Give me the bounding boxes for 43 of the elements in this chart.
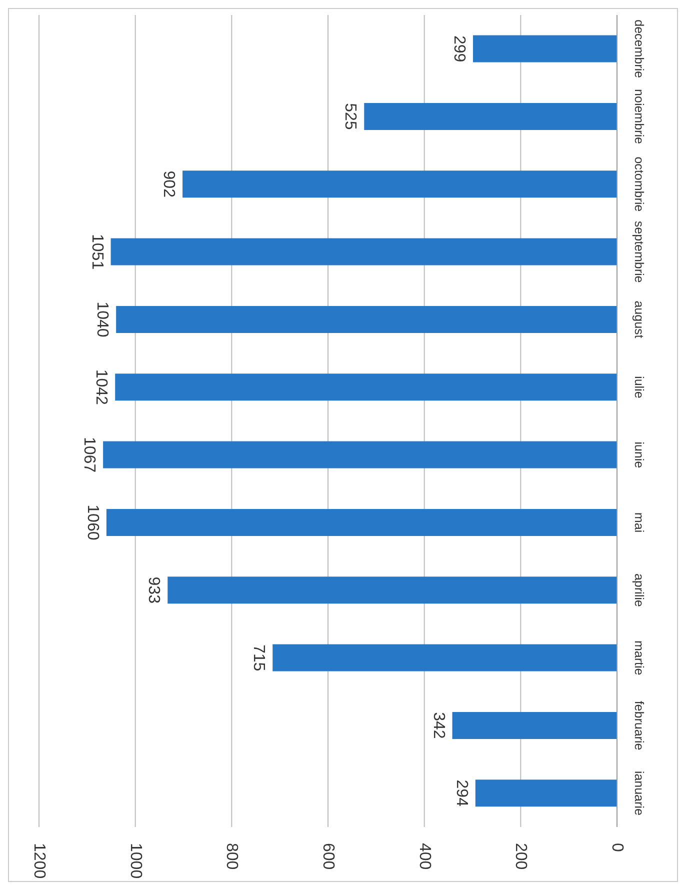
bar [103,441,617,468]
data-label: 933 [145,576,162,604]
x-tick-label: 400 [416,843,433,870]
bar [272,644,617,672]
bar [475,780,617,807]
y-tick-label: octombrie [632,156,646,212]
y-tick-label: februarie [632,700,646,750]
y-tick-label: aprilie [632,573,646,607]
data-label: 1051 [88,234,106,270]
data-label: 342 [430,712,447,739]
data-label: 1040 [94,302,111,338]
bar [115,374,617,401]
y-tick-label: iulie [632,376,646,398]
x-tick-label: 1000 [126,843,144,879]
y-tick-label: ianuarie [632,770,646,816]
bar [168,576,617,604]
data-label: 1060 [84,504,101,540]
x-tick-label: 600 [320,843,336,870]
y-tick-label: martie [632,640,646,676]
x-tick-label: 200 [512,843,530,870]
y-tick-label: mai [632,512,646,533]
y-tick-label: decembrie [632,20,646,78]
x-tick-label: 0 [608,843,626,852]
bar [182,170,617,198]
bar [364,102,617,130]
y-tick-label: august [632,300,646,339]
data-label: 525 [342,103,359,130]
data-label: 715 [250,644,268,672]
data-label: 902 [160,170,178,198]
data-label: 1042 [92,369,110,406]
x-tick-label: 1200 [30,843,48,879]
data-label: 299 [450,35,468,62]
x-tick-label: 800 [223,843,240,870]
data-label: 294 [452,780,470,807]
bar [452,712,617,739]
bar [116,306,617,333]
bar [110,238,617,266]
bar [472,35,617,62]
y-tick-label: noiembrie [632,89,646,144]
y-tick-label: septembrie [632,220,646,283]
bar [106,508,617,536]
y-tick-label: iunie [632,442,646,468]
data-label: 1067 [80,437,98,473]
